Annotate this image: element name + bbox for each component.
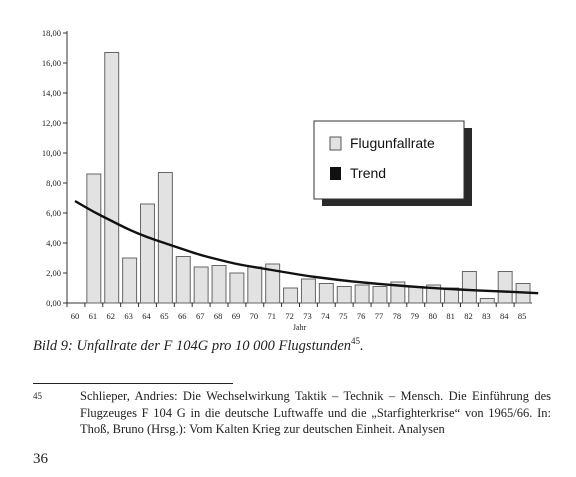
x-axis-title: Jahr bbox=[293, 323, 307, 332]
bar bbox=[211, 265, 227, 304]
bar bbox=[318, 283, 334, 304]
bar bbox=[157, 172, 173, 304]
x-tick-label: 79 bbox=[411, 311, 420, 321]
legend-label-bar: Flugunfallrate bbox=[350, 135, 435, 151]
legend-swatch-bar bbox=[329, 136, 342, 151]
legend-label-line: Trend bbox=[350, 165, 386, 181]
y-tick-label: 6,00 bbox=[46, 208, 61, 218]
bar bbox=[122, 257, 138, 304]
x-tick-label: 60 bbox=[71, 311, 80, 321]
bar bbox=[497, 271, 513, 304]
legend: Flugunfallrate Trend bbox=[313, 120, 472, 206]
x-tick-label: 78 bbox=[393, 311, 402, 321]
bar bbox=[372, 286, 388, 304]
y-tick-label: 4,00 bbox=[46, 238, 61, 248]
bar bbox=[479, 298, 495, 304]
x-tick-label: 84 bbox=[500, 311, 509, 321]
y-tick-label: 14,00 bbox=[42, 88, 61, 98]
bar bbox=[426, 284, 442, 304]
x-tick-label: 76 bbox=[357, 311, 366, 321]
y-axis: 0,00 2,00 4,00 6,00 8,00 10,00 12,00 14,00 16,00… bbox=[42, 28, 68, 308]
y-tick-label: 16,00 bbox=[42, 58, 61, 68]
x-tick-label: 62 bbox=[107, 311, 116, 321]
caption-text: Bild 9: Unfallrate der F 104G pro 10 000… bbox=[33, 337, 352, 354]
x-tick-label: 72 bbox=[285, 311, 294, 321]
x-tick-label: 81 bbox=[446, 311, 455, 321]
x-tick-label: 65 bbox=[160, 311, 169, 321]
page-number: 36 bbox=[33, 451, 48, 467]
y-tick-label: 2,00 bbox=[46, 268, 61, 278]
x-tick-label: 68 bbox=[214, 311, 223, 321]
bar bbox=[461, 271, 477, 304]
bar bbox=[104, 52, 120, 304]
trend-line bbox=[74, 199, 539, 295]
x-tick-label: 66 bbox=[178, 311, 187, 321]
bar bbox=[175, 256, 191, 304]
figure-caption: Bild 9: Unfallrate der F 104G pro 10 000… bbox=[33, 336, 364, 354]
bar bbox=[265, 263, 281, 304]
x-axis: 60 61 62 63 64 65 66 67 68 69 70 71 72 73 74 75 76 77 78 79… bbox=[66, 302, 532, 321]
x-tick-label: 70 bbox=[250, 311, 259, 321]
footnote-number: 45 bbox=[33, 391, 42, 401]
x-tick-label: 61 bbox=[89, 311, 98, 321]
bar bbox=[300, 278, 316, 304]
y-tick-label: 12,00 bbox=[42, 118, 61, 128]
legend-swatch-line bbox=[330, 167, 341, 180]
y-tick-label: 18,00 bbox=[42, 28, 61, 38]
x-tick-label: 85 bbox=[518, 311, 527, 321]
caption-footnote-ref: 45 bbox=[351, 336, 361, 346]
x-tick-label: 63 bbox=[124, 311, 133, 321]
bar bbox=[408, 286, 424, 304]
footnote-rule bbox=[33, 383, 233, 384]
bar bbox=[229, 272, 245, 304]
x-tick-label: 69 bbox=[232, 311, 241, 321]
bar bbox=[336, 286, 352, 304]
x-tick-label: 82 bbox=[464, 311, 473, 321]
bar bbox=[86, 173, 102, 304]
y-tick-label: 10,00 bbox=[42, 148, 61, 158]
x-tick-label: 71 bbox=[267, 311, 276, 321]
accident-rate-chart: 0,00 2,00 4,00 6,00 8,00 10,00 12,00 14,00 16,00… bbox=[42, 28, 539, 332]
bar bbox=[283, 287, 299, 304]
bar bbox=[390, 281, 406, 304]
x-tick-label: 64 bbox=[142, 311, 151, 321]
bar bbox=[140, 203, 155, 304]
x-tick-label: 75 bbox=[339, 311, 348, 321]
legend-box bbox=[313, 120, 465, 200]
x-tick-label: 74 bbox=[321, 311, 330, 321]
x-tick-label: 83 bbox=[482, 311, 491, 321]
bar-series-flugunfallrate bbox=[86, 52, 531, 304]
y-tick-label: 8,00 bbox=[46, 178, 61, 188]
x-tick-label: 77 bbox=[375, 311, 384, 321]
x-tick-label: 80 bbox=[428, 311, 437, 321]
footnote-text: Schlieper, Andries: Die Wechselwirkung T… bbox=[80, 389, 551, 436]
x-tick-label: 67 bbox=[196, 311, 205, 321]
bar bbox=[354, 284, 370, 304]
y-tick-label: 0,00 bbox=[46, 298, 61, 308]
bar bbox=[193, 266, 209, 304]
bar bbox=[247, 266, 263, 304]
x-tick-label: 73 bbox=[303, 311, 312, 321]
